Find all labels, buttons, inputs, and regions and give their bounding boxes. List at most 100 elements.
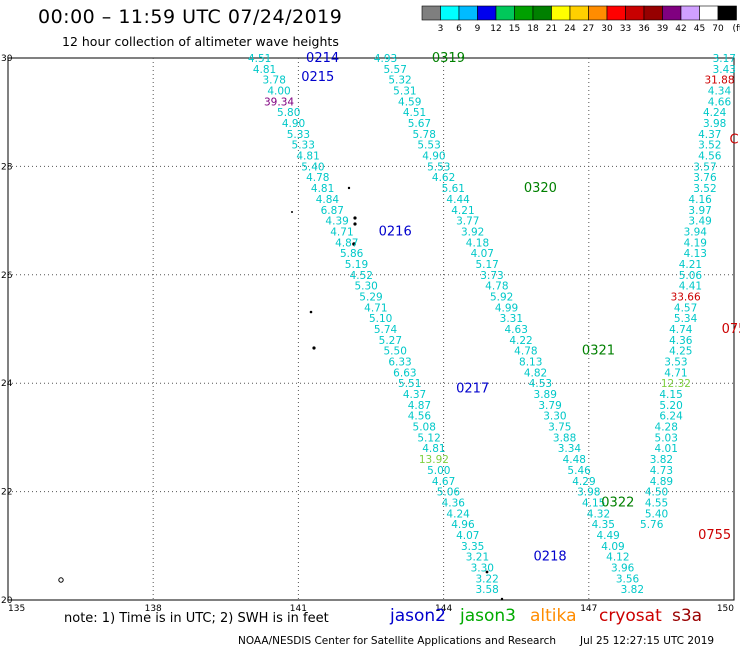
colorbar-label: 6 (456, 24, 462, 34)
swh-reading: 4.56 (698, 151, 722, 163)
footer-credit: NOAA/NESDIS Center for Satellite Applica… (238, 635, 556, 647)
swh-reading: 4.25 (669, 346, 692, 358)
swh-reading: 3.30 (543, 411, 566, 423)
swh-reading: 3.92 (461, 226, 484, 238)
swh-reading: 4.78 (306, 172, 329, 184)
y-tick-label: 20 (1, 596, 13, 606)
swh-reading: 6.63 (393, 367, 416, 379)
swh-reading: 3.34 (558, 443, 582, 455)
colorbar-label: 18 (527, 24, 539, 34)
pass-time-label: C (729, 132, 738, 147)
swh-reading: 5.32 (388, 75, 411, 87)
swh-reading: 4.82 (524, 367, 547, 379)
swh-reading: 5.50 (384, 346, 407, 358)
colorbar-label: 36 (638, 24, 650, 34)
swh-reading: 3.77 (456, 216, 479, 228)
colorbar-swatch (477, 5, 497, 21)
swh-reading: 5.06 (679, 270, 703, 282)
swh-reading: 4.41 (679, 281, 702, 293)
colorbar-label: 27 (583, 24, 594, 34)
swh-reading: 4.21 (679, 259, 702, 271)
y-tick-label: 28 (1, 162, 13, 172)
colorbar-swatch (458, 5, 478, 21)
swh-reading: 4.67 (432, 476, 455, 488)
pass-time-label: 0321 (582, 344, 615, 359)
swh-reading: 4.09 (601, 541, 624, 553)
swh-reading: 5.17 (475, 259, 498, 271)
swh-reading: 4.32 (587, 508, 610, 520)
colorbar-swatch (643, 5, 663, 21)
swh-reading: 4.37 (403, 389, 426, 401)
swh-reading: 5.53 (427, 161, 450, 173)
swh-reading: 4.22 (509, 335, 532, 347)
swh-reading: 8.13 (519, 357, 542, 369)
swh-reading: 5.40 (645, 508, 668, 520)
swh-reading: 4.49 (596, 530, 619, 542)
x-tick-label: 138 (145, 604, 162, 614)
swh-reading: 6.33 (388, 357, 411, 369)
swh-reading: 5.76 (640, 519, 664, 531)
pass-time-label: 0322 (601, 495, 634, 510)
x-tick-label: 150 (717, 604, 734, 614)
swh-reading: 4.12 (606, 552, 629, 564)
swh-reading: 3.94 (684, 226, 708, 238)
y-tick-label: 26 (1, 271, 13, 281)
swh-reading: 4.93 (374, 53, 397, 65)
swh-reading: 5.03 (655, 432, 678, 444)
swh-reading: 4.13 (684, 248, 707, 260)
x-tick-label: 141 (290, 604, 307, 614)
swh-reading: 4.19 (684, 237, 707, 249)
swh-reading: 4.07 (471, 248, 494, 260)
swh-reading: 4.24 (703, 107, 727, 119)
swh-reading: 4.62 (432, 172, 455, 184)
swh-reading: 4.51 (248, 53, 271, 65)
pass-time-label: 0755 (698, 528, 731, 543)
swh-reading: 4.00 (267, 86, 290, 98)
colorbar-label: 15 (509, 24, 520, 34)
swh-reading: 3.98 (703, 118, 726, 130)
swh-reading: 4.63 (505, 324, 528, 336)
swh-reading: 4.07 (456, 530, 479, 542)
colorbar-label: 3 (438, 24, 444, 34)
colorbar-swatch (514, 5, 534, 21)
plot-frame (7, 57, 735, 601)
swh-reading: 4.56 (408, 411, 432, 423)
swh-reading: 4.87 (408, 400, 431, 412)
footer-timestamp: Jul 25 12:27:15 UTC 2019 (580, 635, 715, 647)
swh-reading: 5.34 (674, 313, 698, 325)
swh-reading: 3.97 (688, 205, 711, 217)
swh-reading: 4.36 (442, 497, 466, 509)
swh-reading: 5.06 (437, 487, 461, 499)
swh-reading: 4.71 (664, 367, 687, 379)
swh-reading: 3.98 (577, 487, 600, 499)
pass-time-label: 075 (722, 322, 740, 337)
swh-reading: 5.51 (398, 378, 421, 390)
swh-reading: 4.84 (316, 194, 340, 206)
track-jason2: 4.514.813.784.0039.345.804.905.335.334.8… (248, 53, 499, 596)
swh-reading: 4.18 (466, 237, 489, 249)
swh-reading: 3.35 (461, 541, 484, 553)
swh-reading: 31.88 (704, 75, 734, 87)
track-jason3: 4.935.575.325.314.594.515.675.785.534.90… (374, 53, 644, 596)
swh-reading: 3.75 (548, 422, 571, 434)
swh-reading: 5.30 (354, 281, 377, 293)
swh-reading: 5.67 (408, 118, 431, 130)
swh-reading: 3.57 (693, 161, 716, 173)
swh-reading: 4.89 (650, 476, 673, 488)
colorbar-swatch (588, 5, 608, 21)
swh-reading: 4.71 (330, 226, 353, 238)
swh-reading: 4.81 (253, 64, 276, 76)
swh-reading: 4.21 (451, 205, 474, 217)
footer-note: note: 1) Time is in UTC; 2) SWH is in fe… (64, 611, 329, 626)
y-tick-label: 22 (1, 488, 12, 498)
swh-reading: 4.35 (592, 519, 615, 531)
colorbar-swatch (421, 5, 441, 21)
swh-reading: 4.55 (645, 497, 668, 509)
swh-reading: 4.81 (311, 183, 334, 195)
page-title: 00:00 – 11:59 UTC 07/24/2019 (38, 6, 343, 28)
swh-reading: 5.20 (659, 400, 682, 412)
swh-reading: 4.87 (335, 237, 358, 249)
swh-reading: 3.52 (698, 140, 721, 152)
island-markers (58, 186, 504, 601)
